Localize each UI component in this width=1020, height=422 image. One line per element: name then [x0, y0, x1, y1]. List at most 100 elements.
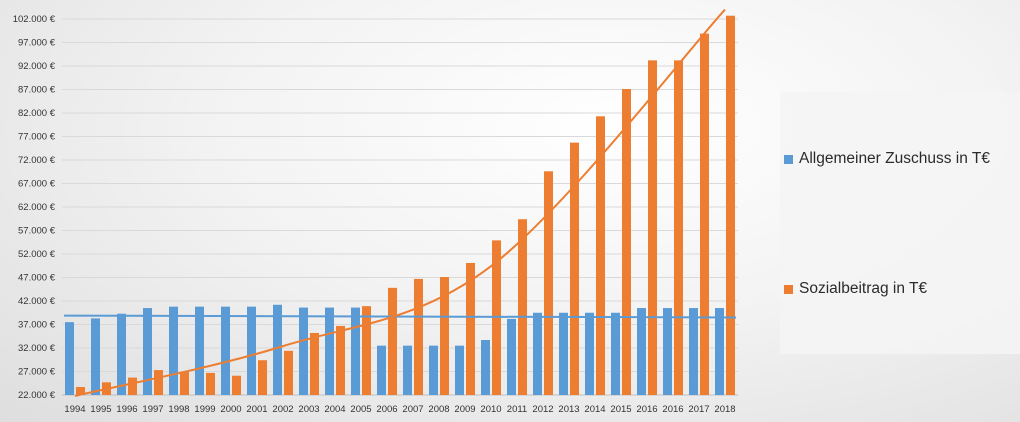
- bar-allgemeiner-zuschuss: [663, 308, 672, 395]
- bar-sozialbeitrag: [258, 360, 267, 395]
- bar-allgemeiner-zuschuss: [429, 345, 438, 395]
- bar-sozialbeitrag: [154, 370, 163, 395]
- gridlines: [62, 18, 738, 396]
- bar-sozialbeitrag: [232, 375, 241, 395]
- y-tick-label: 72.000 €: [18, 155, 56, 166]
- x-tick-label: 1994: [64, 404, 85, 415]
- legend-item-allgemeiner-zuschuss[interactable]: Allgemeiner Zuschuss in T€: [784, 150, 990, 168]
- y-tick-label: 87.000 €: [18, 85, 56, 96]
- x-tick-label: 2009: [454, 404, 475, 415]
- bar-sozialbeitrag: [726, 15, 735, 396]
- trendline-sozialbeitrag: [74, 8, 726, 397]
- bar-sozialbeitrag: [596, 116, 605, 395]
- bar-allgemeiner-zuschuss: [611, 312, 620, 395]
- y-tick-label: 62.000 €: [18, 202, 56, 213]
- trendline-allgemeiner-zuschuss: [63, 314, 737, 319]
- x-tick-label: 2008: [428, 404, 449, 415]
- bar-allgemeiner-zuschuss: [403, 345, 412, 395]
- x-tick-label: 2010: [480, 404, 501, 415]
- y-tick-label: 57.000 €: [18, 226, 56, 237]
- x-tick-label: 2007: [402, 404, 423, 415]
- x-tick-label: 2004: [324, 404, 345, 415]
- x-tick-label: 2018: [714, 404, 735, 415]
- y-tick-label: 27.000 €: [18, 367, 56, 378]
- x-tick-label: 2014: [584, 404, 605, 415]
- y-tick-label: 42.000 €: [18, 296, 56, 307]
- x-tick-label: 2012: [532, 404, 553, 415]
- bar-allgemeiner-zuschuss: [533, 312, 542, 395]
- bar-allgemeiner-zuschuss: [585, 312, 594, 395]
- bar-allgemeiner-zuschuss: [377, 345, 386, 395]
- x-tick-label: 2002: [272, 404, 293, 415]
- bar-sozialbeitrag: [206, 372, 215, 395]
- bar-sozialbeitrag: [414, 278, 423, 395]
- bar-sozialbeitrag: [128, 377, 137, 395]
- y-tick-label: 77.000 €: [18, 132, 56, 143]
- legend-swatch-blue: [784, 154, 793, 164]
- legend-label: Allgemeiner Zuschuss in T€: [799, 150, 990, 167]
- bar-allgemeiner-zuschuss: [169, 306, 178, 395]
- x-tick-label: 2013: [558, 404, 579, 415]
- y-tick-label: 52.000 €: [18, 249, 56, 260]
- bar-sozialbeitrag: [570, 142, 579, 395]
- bar-allgemeiner-zuschuss: [91, 318, 100, 395]
- x-tick-label: 2011: [507, 404, 527, 415]
- bar-sozialbeitrag: [362, 306, 371, 395]
- bar-sozialbeitrag: [388, 287, 397, 395]
- bar-sozialbeitrag: [674, 60, 683, 396]
- bar-allgemeiner-zuschuss: [689, 308, 698, 395]
- x-axis-tick-labels: 1994 1995 1996 1997 1998 1999 2000 2001 2002 2003…: [64, 404, 735, 415]
- x-tick-label: 1995: [90, 404, 111, 415]
- legend: Allgemeiner Zuschuss in T€ Sozialbeitrag…: [780, 92, 1020, 354]
- bar-sozialbeitrag: [700, 33, 709, 395]
- bar-allgemeiner-zuschuss: [559, 312, 568, 395]
- legend-swatch-orange: [784, 284, 793, 294]
- bar-allgemeiner-zuschuss: [299, 307, 308, 395]
- x-tick-label: 1998: [168, 404, 189, 415]
- bar-allgemeiner-zuschuss: [221, 306, 230, 395]
- y-tick-label: 82.000 €: [18, 108, 56, 119]
- bar-allgemeiner-zuschuss: [247, 306, 256, 395]
- bar-allgemeiner-zuschuss: [273, 304, 282, 395]
- bar-allgemeiner-zuschuss: [195, 306, 204, 395]
- bar-sozialbeitrag: [180, 371, 189, 395]
- x-tick-label: 2017: [688, 404, 709, 415]
- x-tick-label: 2016: [662, 404, 683, 415]
- bar-sozialbeitrag: [76, 387, 85, 395]
- bar-sozialbeitrag: [544, 171, 553, 395]
- x-tick-label: 2003: [298, 404, 319, 415]
- y-tick-label: 92.000 €: [18, 61, 56, 72]
- bar-allgemeiner-zuschuss: [117, 313, 126, 395]
- x-tick-label: 2016: [636, 404, 657, 415]
- y-tick-label: 37.000 €: [18, 320, 56, 331]
- bar-sozialbeitrag: [336, 325, 345, 395]
- y-tick-label: 67.000 €: [18, 179, 56, 190]
- x-tick-label: 2000: [220, 404, 241, 415]
- bar-chart: 22.000 € 27.000 € 32.000 € 37.000 € 42.000 €…: [13, 8, 738, 415]
- x-tick-label: 2006: [376, 404, 397, 415]
- y-tick-label: 47.000 €: [18, 273, 56, 284]
- bar-allgemeiner-zuschuss: [65, 322, 74, 395]
- bar-sozialbeitrag: [310, 332, 319, 395]
- y-axis-tick-labels: 22.000 € 27.000 € 32.000 € 37.000 € 42.000 €…: [13, 14, 56, 401]
- y-tick-label: 97.000 €: [18, 38, 56, 49]
- x-tick-label: 1999: [194, 404, 215, 415]
- bar-allgemeiner-zuschuss: [143, 308, 152, 395]
- bar-allgemeiner-zuschuss: [455, 345, 464, 395]
- x-tick-label: 2001: [246, 404, 267, 415]
- bar-allgemeiner-zuschuss: [351, 307, 360, 395]
- legend-label: Sozialbeitrag in T€: [799, 280, 928, 297]
- y-tick-label: 102.000 €: [13, 14, 56, 25]
- legend-item-sozialbeitrag[interactable]: Sozialbeitrag in T€: [784, 280, 927, 298]
- bar-sozialbeitrag: [648, 60, 657, 396]
- x-tick-label: 1997: [142, 404, 163, 415]
- x-tick-label: 2015: [610, 404, 631, 415]
- trendlines: [63, 8, 737, 397]
- bar-sozialbeitrag: [440, 277, 449, 395]
- x-tick-label: 1996: [116, 404, 137, 415]
- bar-allgemeiner-zuschuss: [325, 307, 334, 395]
- bar-allgemeiner-zuschuss: [637, 308, 646, 395]
- bar-sozialbeitrag: [622, 89, 631, 395]
- bar-allgemeiner-zuschuss: [715, 308, 724, 395]
- bar-sozialbeitrag: [466, 262, 475, 395]
